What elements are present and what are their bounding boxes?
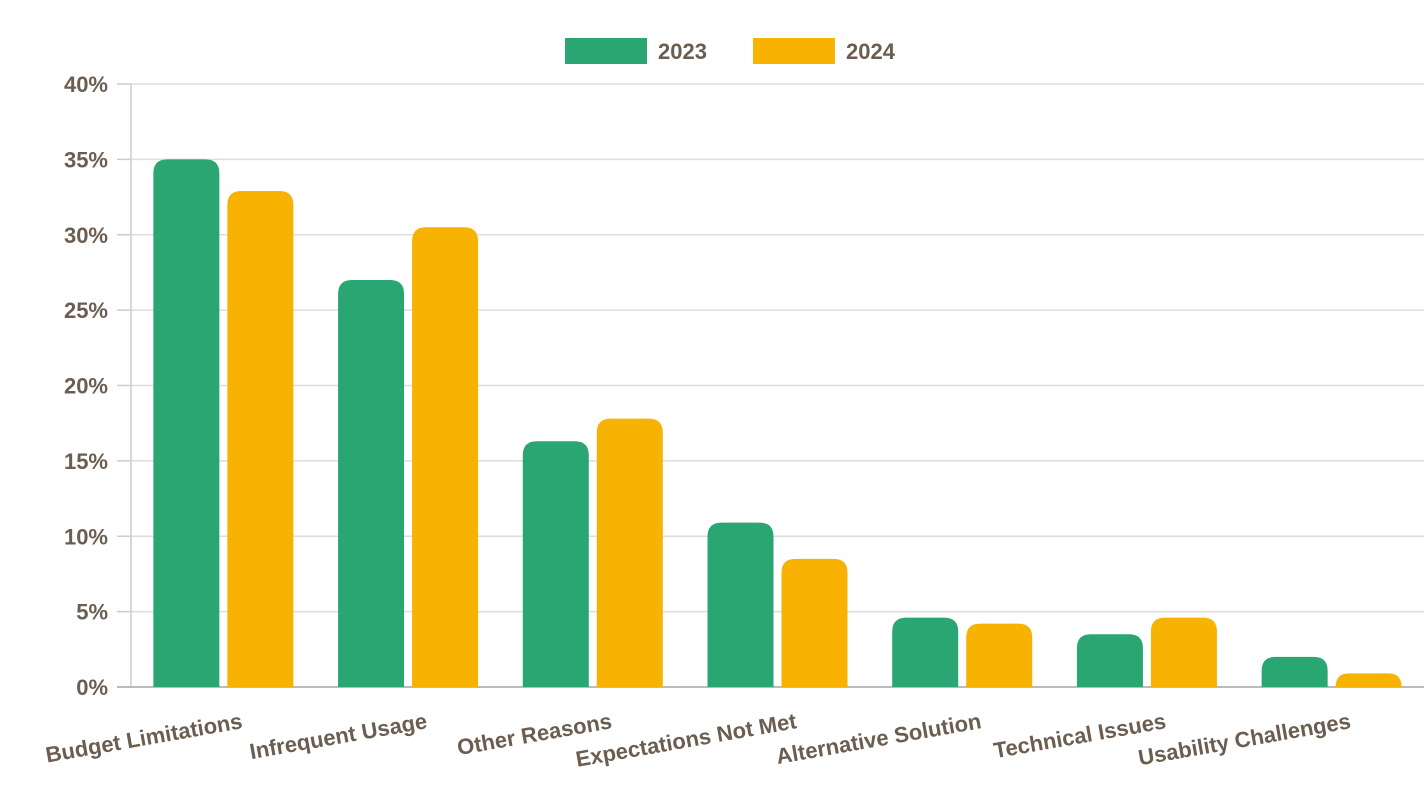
y-tick-label: 5%: [76, 600, 108, 625]
bar-2024-1[interactable]: [412, 227, 479, 687]
bars: [153, 159, 1402, 687]
x-tick-label: Infrequent Usage: [248, 708, 429, 764]
legend-swatch-2024[interactable]: [753, 38, 835, 64]
bar-2023-5[interactable]: [1076, 634, 1143, 687]
legend: 2023 2024: [565, 38, 896, 64]
y-tick-label: 0%: [76, 675, 108, 700]
legend-label-2023[interactable]: 2023: [658, 39, 707, 64]
x-tick-label: Alternative Solution: [774, 708, 983, 769]
x-tick-labels: Budget Limitations Infrequent Usage Other …: [44, 708, 1353, 772]
bar-2024-5[interactable]: [1150, 617, 1217, 687]
bar-2023-2[interactable]: [522, 441, 589, 687]
gridlines: [131, 83, 1424, 613]
bar-2024-2[interactable]: [596, 418, 663, 687]
y-tick-label: 30%: [64, 223, 108, 248]
y-tick-label: 20%: [64, 374, 108, 399]
y-tick-label: 10%: [64, 524, 108, 549]
legend-label-2024[interactable]: 2024: [846, 39, 896, 64]
y-tick-labels: 0% 5% 10% 15% 20% 25% 30% 35% 40%: [64, 72, 108, 700]
y-tick-label: 35%: [64, 147, 108, 172]
bar-2023-3[interactable]: [707, 522, 774, 687]
x-tick-label: Usability Challenges: [1136, 708, 1352, 770]
y-tick-label: 40%: [64, 72, 108, 97]
x-tick-label: Budget Limitations: [44, 708, 245, 767]
bar-2023-6[interactable]: [1261, 656, 1328, 687]
bar-2024-0[interactable]: [227, 191, 294, 687]
bar-2023-1[interactable]: [338, 279, 405, 687]
y-tick-label: 25%: [64, 298, 108, 323]
y-tick-label: 15%: [64, 449, 108, 474]
bar-2023-4[interactable]: [892, 617, 959, 687]
bar-2024-3[interactable]: [781, 558, 848, 687]
legend-swatch-2023[interactable]: [565, 38, 647, 64]
bar-2023-0[interactable]: [153, 159, 220, 687]
bar-2024-6[interactable]: [1335, 673, 1402, 687]
bar-2024-4[interactable]: [966, 623, 1033, 687]
